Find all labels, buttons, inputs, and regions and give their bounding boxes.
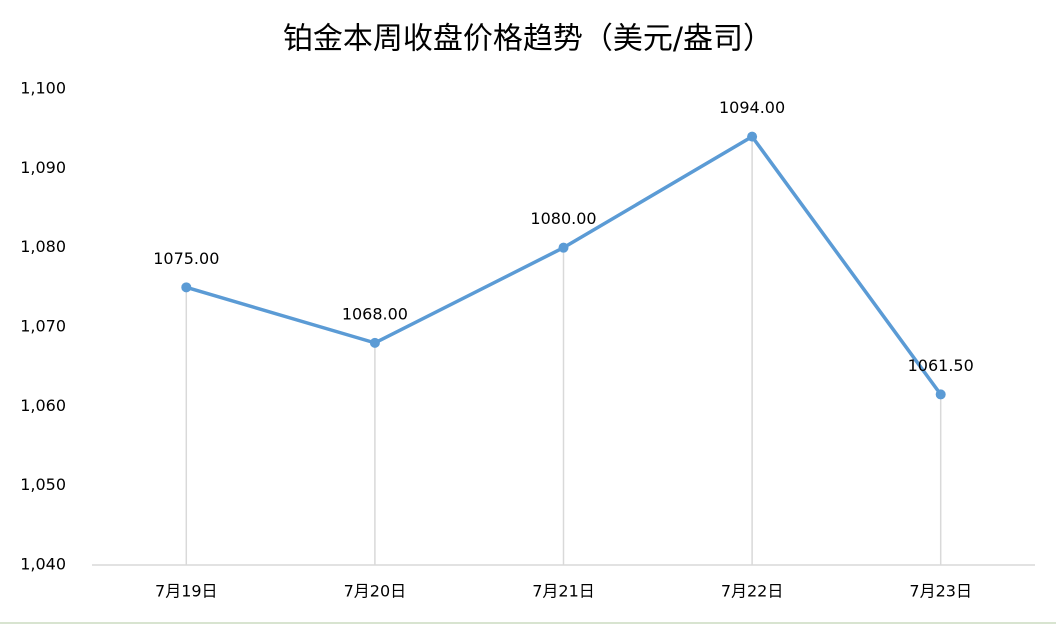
data-label: 1061.50 <box>908 356 974 375</box>
y-tick-label: 1,060 <box>20 396 66 415</box>
x-tick-label: 7月20日 <box>344 582 407 601</box>
data-label: 1068.00 <box>342 304 408 323</box>
x-tick-label: 7月23日 <box>909 582 972 601</box>
y-tick-label: 1,040 <box>20 555 66 574</box>
data-label: 1080.00 <box>530 209 596 228</box>
point <box>369 337 380 348</box>
x-tick-label: 7月19日 <box>155 582 218 601</box>
point <box>558 242 569 253</box>
y-tick-label: 1,100 <box>20 79 66 98</box>
data-label: 1075.00 <box>153 249 219 268</box>
point <box>935 389 946 400</box>
y-tick-label: 1,090 <box>20 158 66 177</box>
data-label: 1094.00 <box>719 98 785 117</box>
y-tick-label: 1,070 <box>20 317 66 336</box>
point <box>747 131 758 142</box>
y-tick-label: 1,080 <box>20 237 66 256</box>
y-tick-label: 1,050 <box>20 475 66 494</box>
chart-title: 铂金本周收盘价格趋势（美元/盎司） <box>283 22 773 57</box>
x-tick-label: 7月21日 <box>532 582 595 601</box>
x-tick-label: 7月22日 <box>721 582 784 601</box>
point <box>181 282 192 293</box>
